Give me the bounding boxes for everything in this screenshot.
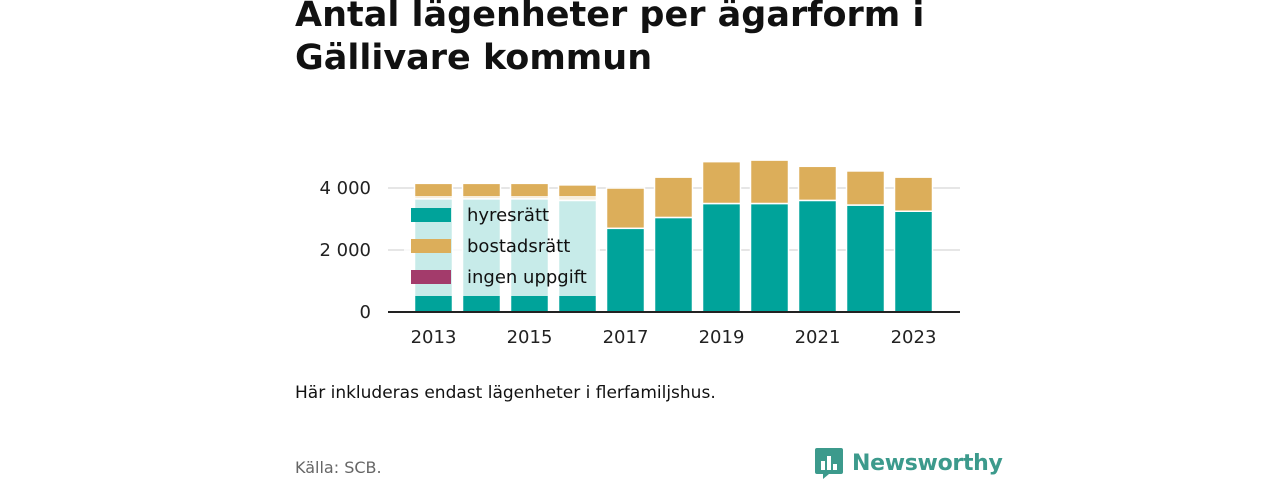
y-tick-label: 0 bbox=[360, 302, 371, 323]
bar-2021-series-1[interactable] bbox=[797, 165, 838, 202]
brand-name: Newsworthy bbox=[852, 450, 1003, 476]
brand-logo[interactable]: Newsworthy bbox=[814, 446, 1003, 480]
bar-2022-series-0[interactable] bbox=[845, 204, 886, 313]
x-tick-label: 2019 bbox=[699, 327, 745, 348]
y-axis-ticks: 0 2 000 4 000 bbox=[319, 178, 371, 323]
x-axis-ticks: 2013 2015 2017 2019 2021 2023 bbox=[411, 327, 937, 348]
legend-swatch bbox=[411, 239, 451, 253]
x-tick-label: 2021 bbox=[795, 327, 841, 348]
x-tick-label: 2015 bbox=[507, 327, 553, 348]
bar-2023-series-0[interactable] bbox=[893, 210, 934, 313]
legend: hyresrätt bostadsrätt ingen uppgift bbox=[404, 196, 600, 296]
legend-label: bostadsrätt bbox=[467, 236, 570, 257]
bar-2017-series-0[interactable] bbox=[605, 227, 646, 313]
legend-swatch bbox=[411, 208, 451, 222]
y-tick-label: 2 000 bbox=[319, 240, 371, 261]
bar-2020-series-0[interactable] bbox=[749, 202, 790, 313]
y-tick-label: 4 000 bbox=[319, 178, 371, 199]
bar-2021-series-0[interactable] bbox=[797, 199, 838, 313]
source-text: Källa: SCB. bbox=[295, 458, 382, 477]
bar-2023-series-1[interactable] bbox=[893, 176, 934, 212]
x-tick-label: 2017 bbox=[603, 327, 649, 348]
bar-2018-series-1[interactable] bbox=[653, 176, 694, 219]
chart-title: Antal lägenheter per ägarform i Gällivar… bbox=[295, 0, 925, 78]
legend-label: hyresrätt bbox=[467, 205, 549, 226]
newsworthy-logo-icon bbox=[815, 448, 843, 479]
x-tick-label: 2023 bbox=[891, 327, 937, 348]
bar-2020-series-1[interactable] bbox=[749, 159, 790, 205]
x-tick-label: 2013 bbox=[411, 327, 457, 348]
chart-note: Här inkluderas endast lägenheter i flerf… bbox=[295, 383, 716, 403]
bar-2019-series-0[interactable] bbox=[701, 202, 742, 313]
bar-2022-series-1[interactable] bbox=[845, 170, 886, 206]
legend-swatch bbox=[411, 270, 451, 284]
legend-label: ingen uppgift bbox=[467, 267, 587, 288]
bar-2017-series-1[interactable] bbox=[605, 187, 646, 230]
bar-2019-series-1[interactable] bbox=[701, 160, 742, 205]
bar-2018-series-0[interactable] bbox=[653, 216, 694, 313]
